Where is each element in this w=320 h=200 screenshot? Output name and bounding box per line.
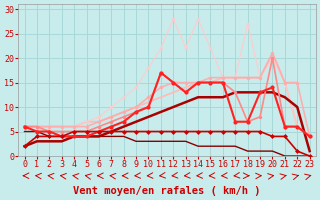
X-axis label: Vent moyen/en rafales ( km/h ): Vent moyen/en rafales ( km/h ) [73, 186, 261, 196]
